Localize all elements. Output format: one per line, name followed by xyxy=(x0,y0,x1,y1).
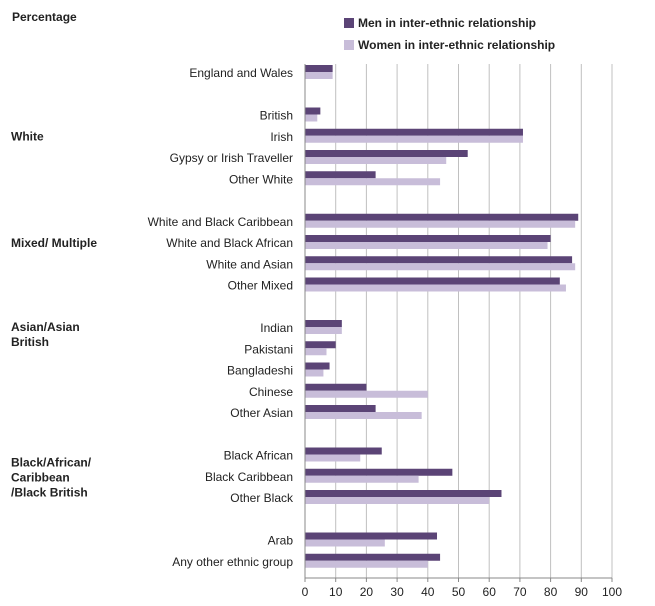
category-label: White and Black Caribbean xyxy=(148,215,293,229)
legend-label-men: Men in inter-ethnic relationship xyxy=(358,16,537,30)
x-tick-label: 50 xyxy=(452,585,466,599)
bar-women-17 xyxy=(305,539,385,547)
bar-men-5 xyxy=(305,213,579,221)
bar-men-14 xyxy=(305,447,382,455)
legend-swatch-women xyxy=(344,40,354,50)
bar-men-4 xyxy=(305,171,376,179)
bar-women-11 xyxy=(305,369,324,377)
category-label: Any other ethnic group xyxy=(172,555,293,569)
bar-men-6 xyxy=(305,235,551,242)
bar-women-5 xyxy=(305,220,576,228)
group-label: /Black British xyxy=(11,486,88,500)
bar-women-9 xyxy=(305,327,342,334)
category-label: Bangladeshi xyxy=(227,364,293,378)
bar-men-0 xyxy=(305,65,333,72)
category-label: White and Asian xyxy=(206,257,293,271)
bar-men-16 xyxy=(305,490,502,497)
bar-men-1 xyxy=(305,107,321,115)
x-tick-label: 60 xyxy=(483,585,497,599)
legend-item-men: Men in inter-ethnic relationship xyxy=(344,16,536,30)
bar-women-3 xyxy=(305,157,447,164)
bar-women-8 xyxy=(305,284,566,292)
category-label: Irish xyxy=(270,130,293,144)
x-tick-label: 90 xyxy=(575,585,589,599)
x-tick-label: 70 xyxy=(513,585,527,599)
legend-label-women: Women in inter-ethnic relationship xyxy=(358,38,556,52)
group-label: Black/African/ xyxy=(11,456,92,470)
bar-women-12 xyxy=(305,390,428,398)
category-label: White and Black African xyxy=(166,236,293,250)
x-tick-label: 10 xyxy=(329,585,343,599)
x-tick-label: 40 xyxy=(421,585,435,599)
bar-women-0 xyxy=(305,72,333,79)
category-label: British xyxy=(260,109,293,123)
category-label: Chinese xyxy=(249,385,293,399)
category-label: Other Black xyxy=(230,491,294,505)
bar-women-1 xyxy=(305,114,318,122)
category-label: Black African xyxy=(224,449,293,463)
bar-men-12 xyxy=(305,383,367,391)
bar-women-4 xyxy=(305,178,441,186)
bar-men-2 xyxy=(305,128,523,136)
group-label: Caribbean xyxy=(11,471,70,485)
x-tick-label: 80 xyxy=(544,585,558,599)
bar-women-14 xyxy=(305,454,361,462)
category-label: Gypsy or Irish Traveller xyxy=(170,151,293,165)
bar-men-11 xyxy=(305,362,330,370)
category-label: Other Asian xyxy=(230,406,293,420)
legend-item-women: Women in inter-ethnic relationship xyxy=(344,38,555,52)
category-label: Arab xyxy=(268,534,294,548)
bar-women-2 xyxy=(305,135,523,143)
x-tick-label: 30 xyxy=(390,585,404,599)
bar-men-10 xyxy=(305,341,336,349)
group-label: British xyxy=(11,335,49,349)
bar-women-16 xyxy=(305,497,490,504)
x-tick-label: 0 xyxy=(302,585,309,599)
bar-men-15 xyxy=(305,468,453,476)
category-label: Pakistani xyxy=(244,342,293,356)
bar-men-7 xyxy=(305,256,573,264)
x-tick-label: 100 xyxy=(602,585,622,599)
legend-swatch-men xyxy=(344,18,354,28)
group-label: Mixed/ Multiple xyxy=(11,236,97,250)
bar-men-3 xyxy=(305,150,468,157)
x-tick-label: 20 xyxy=(360,585,374,599)
bar-women-6 xyxy=(305,242,548,249)
category-label: Indian xyxy=(260,321,293,335)
bar-men-17 xyxy=(305,532,438,540)
category-label: Other Mixed xyxy=(228,279,293,293)
bar-men-8 xyxy=(305,277,560,285)
category-label: Black Caribbean xyxy=(205,470,293,484)
group-label: White xyxy=(11,130,44,144)
category-label: England and Wales xyxy=(189,66,293,80)
bar-women-18 xyxy=(305,560,428,568)
bar-women-13 xyxy=(305,412,422,419)
bar-women-10 xyxy=(305,348,327,356)
bar-women-15 xyxy=(305,475,419,483)
group-label: Asian/Asian xyxy=(11,320,80,334)
bar-men-9 xyxy=(305,320,342,327)
category-label: Other White xyxy=(229,172,293,186)
bar-men-13 xyxy=(305,405,376,412)
bar-men-18 xyxy=(305,553,441,561)
bar-women-7 xyxy=(305,263,576,271)
y-axis-title: Percentage xyxy=(12,10,77,24)
